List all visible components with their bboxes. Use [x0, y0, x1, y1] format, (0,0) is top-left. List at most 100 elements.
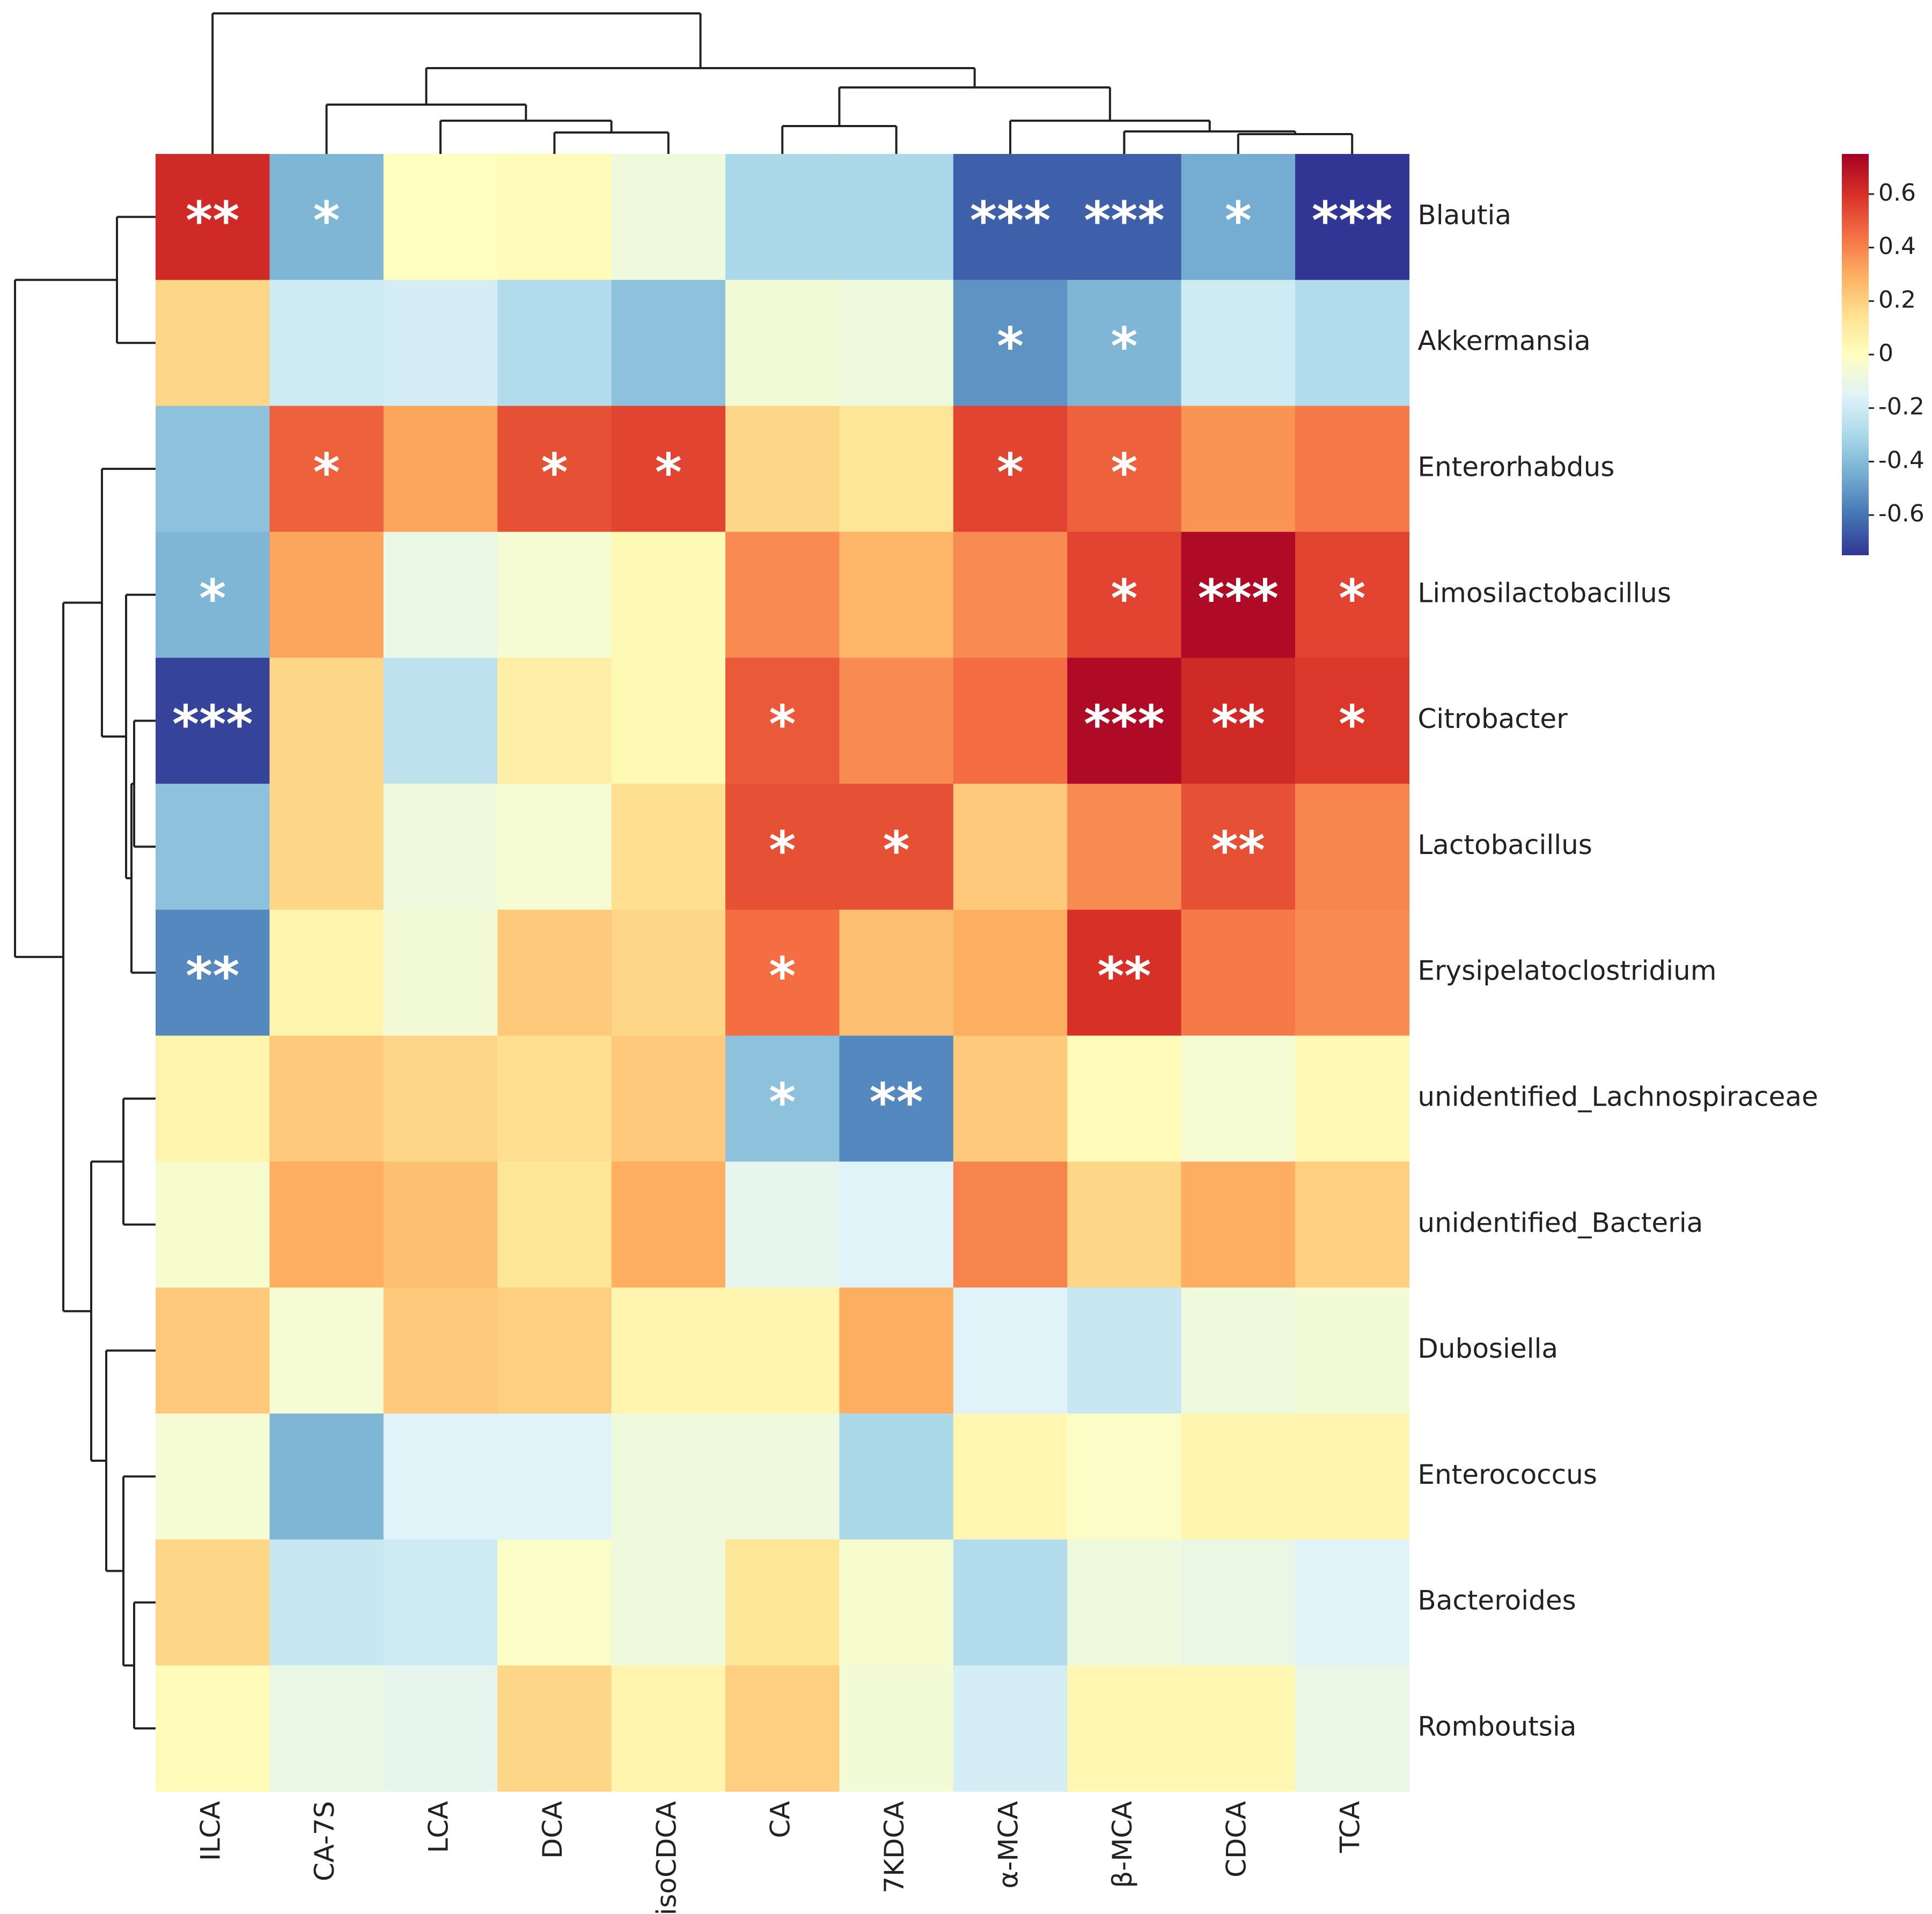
heatmap-cell	[611, 406, 726, 532]
heatmap-cell	[1067, 1035, 1182, 1162]
heatmap-cell	[269, 532, 384, 658]
row-label: Enterococcus	[1417, 1459, 1597, 1490]
heatmap-cell	[611, 154, 726, 281]
significance-marker: *	[1339, 569, 1365, 629]
heatmap-cell	[611, 1287, 726, 1414]
heatmap-cell	[383, 1414, 498, 1540]
heatmap-cell	[611, 532, 726, 658]
significance-marker: ***	[1084, 695, 1165, 755]
heatmap-cell	[1295, 1035, 1409, 1162]
significance-marker: **	[186, 946, 239, 1006]
heatmap-cell	[1181, 279, 1296, 407]
heatmap-cell	[611, 1539, 726, 1666]
row-label: unidentified_Lachnospiraceae	[1417, 1081, 1818, 1113]
heatmap-cell	[839, 784, 954, 910]
heatmap-cell	[497, 279, 612, 407]
significance-marker: **	[869, 1072, 923, 1132]
heatmap-cell	[1295, 784, 1409, 910]
heatmap-cell	[383, 1539, 498, 1666]
row-label: Lactobacillus	[1417, 829, 1592, 860]
heatmap-cell	[725, 154, 840, 281]
heatmap-cell	[497, 406, 612, 532]
heatmap-cell	[1067, 1539, 1182, 1666]
significance-marker: ***	[1084, 190, 1165, 251]
heatmap-cell	[156, 658, 270, 784]
heatmap-cell	[1295, 658, 1409, 784]
significance-marker: *	[541, 443, 568, 503]
heatmap-cell	[1295, 406, 1409, 532]
heatmap-cell	[383, 154, 498, 281]
heatmap-cell	[497, 532, 612, 658]
heatmap-cell	[839, 1287, 954, 1414]
significance-marker: *	[769, 946, 796, 1006]
heatmap-cell	[497, 1035, 612, 1162]
row-label: Blautia	[1417, 200, 1511, 231]
heatmap-cell	[156, 1539, 270, 1666]
heatmap-cell	[953, 532, 1068, 658]
significance-marker: *	[313, 443, 340, 503]
heatmap-cell	[497, 1287, 612, 1414]
heatmap-cell	[497, 909, 612, 1036]
heatmap-cell	[1295, 154, 1409, 281]
heatmap-cell	[611, 1665, 726, 1792]
significance-marker: *	[1111, 443, 1137, 503]
heatmap-cell	[156, 279, 270, 407]
colorbar-gradient	[1842, 154, 1869, 555]
heatmap-cell	[953, 154, 1068, 281]
heatmap-cell	[1181, 1287, 1296, 1414]
heatmap-cell	[1295, 1539, 1409, 1666]
heatmap-cell	[1067, 532, 1182, 658]
significance-marker: *	[997, 316, 1024, 377]
column-label: β-MCA	[1107, 1801, 1138, 1888]
colorbar-tick-label: 0	[1878, 340, 1893, 367]
colorbar-tick-label: -0.4	[1878, 446, 1924, 474]
heatmap-cell	[383, 784, 498, 910]
heatmap-cell	[269, 909, 384, 1036]
row-dendrogram	[14, 216, 156, 1729]
row-label: Akkermansia	[1417, 326, 1590, 357]
heatmap-cell	[383, 1665, 498, 1792]
heatmap-cell	[1067, 279, 1182, 407]
heatmap-cell	[725, 1287, 840, 1414]
heatmap-cell	[1067, 154, 1182, 281]
row-label: Romboutsia	[1417, 1711, 1576, 1742]
heatmap-cell	[611, 784, 726, 910]
significance-marker: **	[186, 190, 239, 251]
heatmap-cell	[1181, 1414, 1296, 1540]
heatmap-cell	[1181, 784, 1296, 910]
heatmap-cell	[156, 406, 270, 532]
colorbar-tick-label: -0.2	[1878, 393, 1924, 421]
heatmap-cell	[1295, 532, 1409, 658]
heatmap-cell	[953, 406, 1068, 532]
heatmap-cell	[497, 1414, 612, 1540]
heatmap-cell	[1295, 1414, 1409, 1540]
row-labels: Blautia Akkermansia Enterorhabdus Limosilac…	[1417, 200, 1818, 1742]
heatmap-cell	[953, 279, 1068, 407]
significance-marker: **	[1211, 695, 1265, 755]
column-label: 7KDCA	[879, 1801, 910, 1893]
heatmap-cell	[156, 154, 270, 281]
heatmap-cell	[269, 279, 384, 407]
heatmap-cell	[1067, 1161, 1182, 1288]
heatmap-cell	[383, 532, 498, 658]
row-label: Enterorhabdus	[1417, 452, 1614, 483]
heatmap-cell	[497, 1665, 612, 1792]
heatmap-cell	[156, 784, 270, 910]
heatmap-cell	[953, 658, 1068, 784]
heatmap-cell	[156, 532, 270, 658]
heatmap-cell	[725, 1161, 840, 1288]
heatmap-cell	[1067, 1287, 1182, 1414]
heatmap-cell	[156, 1161, 270, 1288]
heatmap-cell	[839, 1414, 954, 1540]
heatmap-cell	[611, 1161, 726, 1288]
heatmap-cell	[269, 1161, 384, 1288]
heatmap-cell	[953, 1414, 1068, 1540]
heatmap-cell	[383, 658, 498, 784]
significance-marker: *	[313, 190, 340, 251]
heatmap-cell	[839, 909, 954, 1036]
column-label: isoCDCA	[651, 1801, 682, 1914]
significance-marker: **	[1211, 820, 1265, 880]
row-label: Citrobacter	[1417, 703, 1568, 734]
heatmap-cell	[156, 1414, 270, 1540]
heatmap-cell	[383, 406, 498, 532]
